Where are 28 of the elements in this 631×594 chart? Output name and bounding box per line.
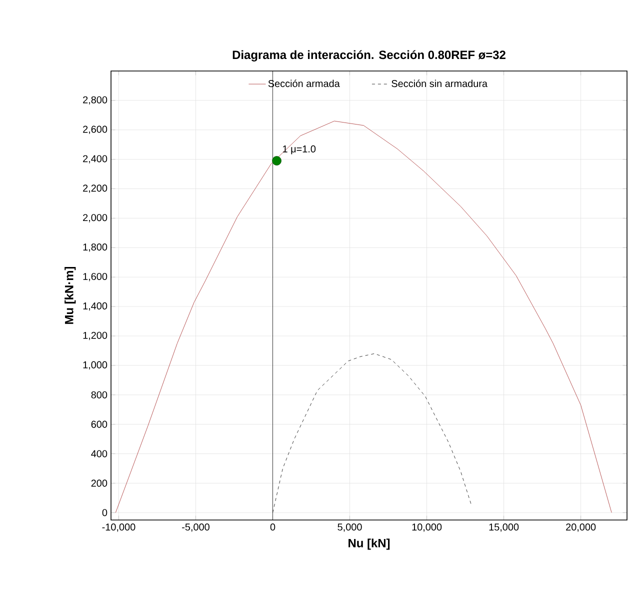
y-tick-label: 800 — [91, 391, 108, 398]
y-tick-label: 600 — [91, 420, 108, 428]
y-tick-label: 1,400 — [83, 302, 108, 311]
x-tick-label: -5,000 — [182, 524, 210, 532]
y-tick-label: 2,800 — [83, 96, 108, 105]
legend-label: Sección sin armadura — [392, 80, 488, 88]
y-axis-title: Mu [kN·m] — [64, 266, 76, 324]
x-tick-label: -10,000 — [102, 524, 136, 532]
y-tick-label: 1,000 — [83, 361, 108, 370]
y-tick-label: 1,200 — [83, 332, 108, 340]
x-axis-title: Nu [kN] — [348, 538, 390, 550]
y-tick-label: 1,600 — [83, 272, 108, 282]
x-tick-label: 15,000 — [489, 524, 519, 532]
x-tick-label: 20,000 — [566, 524, 596, 532]
y-tick-label: 2,200 — [83, 184, 108, 193]
x-tick-label: 5,000 — [338, 524, 362, 532]
y-tick-label: 2,400 — [83, 155, 108, 164]
annotation: 1 μ=1.0 — [283, 145, 316, 154]
y-tick-label: 0 — [102, 509, 108, 516]
y-tick-label: 400 — [91, 450, 108, 458]
y-tick-label: 200 — [91, 480, 108, 487]
y-tick-label: 2,000 — [83, 214, 108, 222]
x-tick-label: 10,000 — [412, 524, 442, 532]
x-tick-label: 0 — [270, 524, 276, 531]
line-series — [115, 120, 612, 513]
y-tick-label: 1,800 — [83, 244, 108, 252]
y-tick-label: 2,600 — [83, 126, 108, 134]
chart-title: Diagrama de interacción. Sección 0.80REF ø=32 — [232, 50, 506, 62]
